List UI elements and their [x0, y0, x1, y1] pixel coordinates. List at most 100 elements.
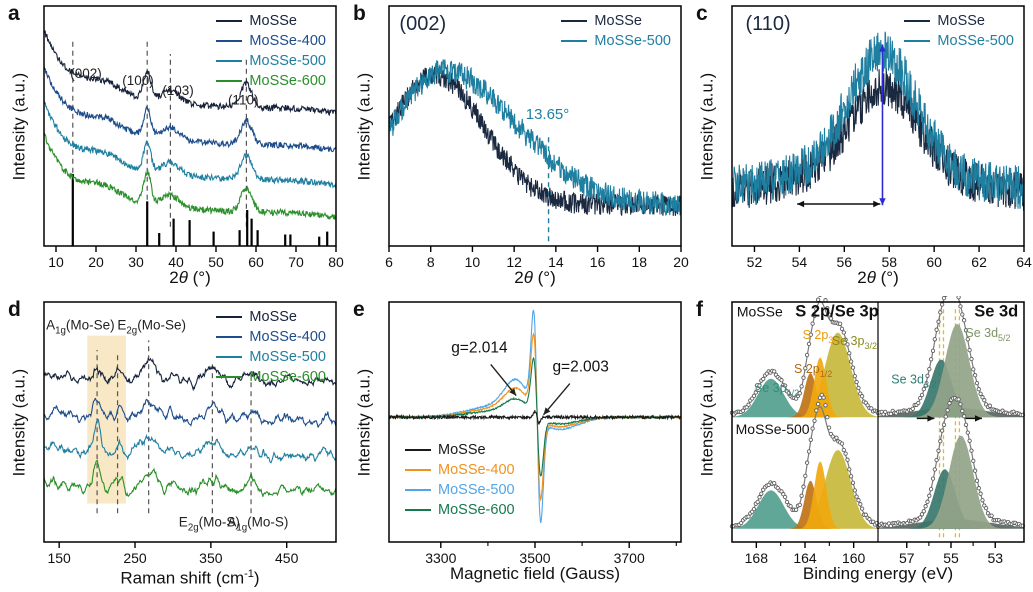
x-tick-label: 58: [881, 254, 897, 270]
x-tick-label: 56: [837, 254, 853, 270]
panel-letter-d: d: [8, 298, 21, 321]
scatter-points: [729, 392, 879, 529]
panel-d: 150 250 350 450 A1g​(Mo-Se)E2g​(Mo-Se) E2g​(M…: [0, 296, 345, 592]
y-axis-label-c: Intensity (a.u.): [698, 72, 717, 180]
xps-component-peak: [732, 450, 878, 529]
legend-swatch: [216, 20, 243, 22]
annotation-text: A1g​(Mo-S): [227, 514, 288, 533]
plot-area-b: 6 8 10 12 14 16 18 20 (002) 13.65°: [345, 0, 690, 296]
panel-b: 6 8 10 12 14 16 18 20 (002) 13.65° b Intensity (a…: [345, 0, 690, 296]
x-tick-label: 40: [168, 254, 184, 270]
legend-item: MoSSe-500: [216, 347, 326, 367]
legend-item: MoSSe: [216, 307, 326, 327]
plot-border: [43, 301, 337, 543]
plot-border: [388, 5, 682, 247]
series-line-MoSSe-400: [43, 65, 337, 153]
legend-swatch: [216, 80, 243, 82]
legend-label: MoSSe-400: [249, 33, 326, 49]
chart-canvas-e: 3300 3500 3700 g=2.014 g=2.003: [388, 301, 682, 566]
plot-border: [388, 301, 682, 543]
annotation-text: (110): [745, 13, 790, 35]
x-tick-label: 20: [88, 254, 104, 270]
x-tick-label: 164: [793, 550, 817, 566]
xps-component-peak: [878, 435, 1024, 529]
legend-swatch: [405, 509, 431, 511]
legend-swatch: [405, 449, 431, 451]
annotation-text: Se 3d: [974, 302, 1018, 320]
y-axis-label-a: Intensity (a.u.): [10, 72, 29, 180]
legend-item: MoSSe: [405, 440, 515, 460]
legend-swatch: [904, 40, 931, 42]
panel-e: 3300 3500 3700 g=2.014 g=2.003 e Intensity (…: [345, 296, 690, 592]
legend-item: MoSSe-500: [561, 31, 671, 51]
plot-area-f: MoSSe S 2p/Se 3p S 2p3/2​ S 2p1/2​ Se 3p1/2​…: [688, 284, 1033, 592]
legend-item: MoSSe-600: [216, 367, 326, 387]
panel-letter-b: b: [353, 2, 366, 25]
x-tick-label: 70: [288, 254, 304, 270]
arrow-head: [879, 44, 886, 52]
plot-area-a: 10 20 30 40 50 60 70 80 (002) (100) (103) (110): [0, 0, 345, 296]
legend-label: MoSSe-500: [249, 53, 326, 69]
x-tick-label: 53: [987, 550, 1003, 566]
panel-letter-f: f: [696, 298, 703, 321]
xps-component-peak: [732, 490, 878, 529]
y-axis-label-e: Intensity (a.u.): [355, 368, 374, 476]
annotation-text: MoSSe-500: [736, 421, 810, 437]
x-tick-label: 8: [427, 254, 435, 270]
annotation-text: g=2.014: [451, 339, 508, 356]
arrow-head: [509, 388, 517, 396]
chart-canvas-a: 10 20 30 40 50 60 70 80 (002) (100) (103) (110): [43, 5, 344, 270]
x-tick-label: 50: [208, 254, 224, 270]
legend-swatch: [561, 20, 588, 22]
x-tick-label: 250: [123, 550, 147, 566]
x-tick-label: 16: [590, 254, 606, 270]
series-line-MoSSe-600: [43, 132, 337, 221]
annotation-text: Se 3d5/2​: [965, 326, 1010, 343]
plot-border: [731, 301, 1025, 543]
series-line-MoSSe-500: [43, 418, 337, 464]
y-axis-label-f: Intensity (a.u.): [698, 368, 717, 476]
plot-border: [43, 5, 337, 247]
x-tick-label: 350: [199, 550, 223, 566]
x-axis-label-e: Magnetic field (Gauss): [449, 564, 621, 583]
annotation-text: S 2p1/2​: [794, 362, 832, 379]
annotation-text: Se 3d3/2​: [891, 373, 936, 390]
legend-swatch: [216, 60, 243, 62]
xps-component-peak: [732, 373, 878, 418]
arrow-head: [974, 415, 982, 422]
series-line-MoSSe: [388, 65, 682, 216]
legend-swatch: [216, 376, 243, 378]
legend-label: MoSSe-500: [937, 33, 1014, 49]
arrow-head: [873, 200, 881, 208]
legend: MoSSe MoSSe-400 MoSSe-500 MoSSe-600: [405, 440, 515, 520]
xps-component-peak: [732, 378, 878, 418]
legend-item: MoSSe-500: [405, 480, 515, 500]
y-axis-label-d: Intensity (a.u.): [10, 368, 29, 476]
x-tick-label: 30: [128, 254, 144, 270]
legend-item: MoSSe-400: [405, 460, 515, 480]
chart-canvas-c: 52 54 56 58 60 62 64 (110): [731, 5, 1032, 270]
legend-swatch: [405, 489, 431, 491]
legend-item: MoSSe: [561, 11, 671, 31]
legend-swatch: [405, 469, 431, 471]
x-tick-label: 52: [747, 254, 763, 270]
legend-swatch: [216, 336, 243, 338]
x-tick-label: 57: [899, 550, 915, 566]
x-tick-label: 64: [1016, 254, 1032, 270]
annotation-text: E2g​(Mo-S): [179, 514, 240, 533]
annotation-text: MoSSe: [737, 303, 783, 319]
x-tick-label: 62: [971, 254, 987, 270]
arrow-head: [543, 407, 551, 415]
legend-label: MoSSe: [249, 13, 297, 29]
legend: MoSSe MoSSe-400 MoSSe-500 MoSSe-600: [216, 307, 326, 387]
series-line-MoSSe-400: [43, 397, 337, 428]
legend-swatch: [561, 40, 588, 42]
x-tick-label: 3300: [425, 550, 456, 566]
legend-item: MoSSe: [216, 11, 326, 31]
annotation-text: E2g​(Mo-Se): [117, 318, 186, 337]
annotation-text: (002): [70, 66, 102, 81]
legend-label: MoSSe-500: [438, 482, 515, 498]
legend-label: MoSSe: [438, 442, 486, 458]
x-tick-label: 168: [745, 550, 769, 566]
